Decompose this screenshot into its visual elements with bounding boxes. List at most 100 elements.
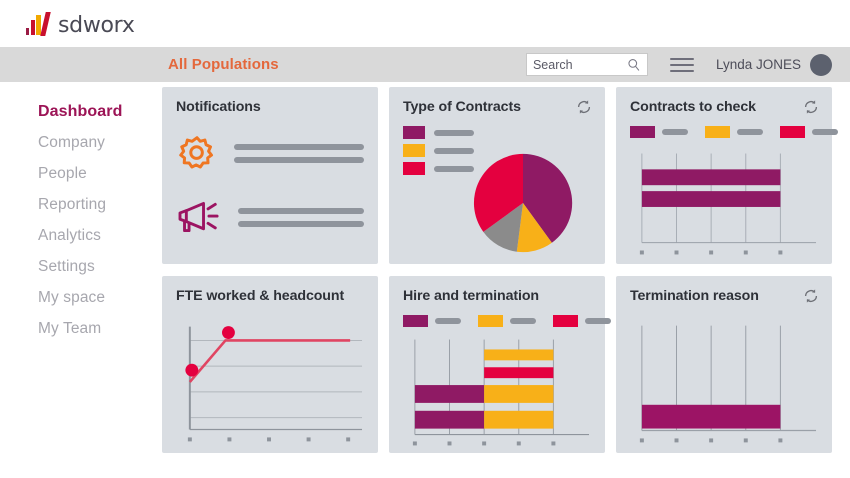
bar-2: [641, 191, 781, 207]
sidebar-item-settings[interactable]: Settings: [38, 257, 95, 275]
hire-termination-bar-chart[interactable]: [403, 333, 591, 451]
legend-item[interactable]: [478, 315, 536, 327]
sidebar-item-company[interactable]: Company: [38, 133, 106, 151]
placeholder-line: [238, 220, 364, 227]
card-title-notifications: Notifications: [176, 99, 261, 115]
contracts-to-check-bar-chart[interactable]: [630, 147, 818, 259]
line-series-fte: [188, 339, 351, 383]
bar-1: [641, 169, 781, 186]
pie-slice-2: [473, 153, 523, 232]
sidebar-item-reporting[interactable]: Reporting: [38, 195, 107, 213]
search-input[interactable]: [532, 57, 625, 72]
card-type-of-contracts[interactable]: Type of Contracts: [389, 87, 605, 264]
bar-legend: [403, 315, 611, 327]
placeholder-line: [510, 318, 536, 324]
legend-item[interactable]: [403, 126, 591, 139]
x-axis-ticks: [412, 441, 556, 446]
termination-reason-bar-chart[interactable]: [630, 321, 818, 449]
pie-chart[interactable]: [469, 149, 577, 257]
logo-text: sdworx: [58, 12, 135, 38]
top-navigation-bar: All Populations Lynda JONES: [0, 47, 850, 82]
card-fte-worked-headcount[interactable]: FTE worked & headcount: [162, 276, 378, 453]
sidebar-item-my-team[interactable]: My Team: [38, 319, 102, 337]
card-title-termination-reason: Termination reason: [630, 288, 759, 304]
bar-row4-series1: [414, 410, 485, 429]
legend-swatch: [780, 126, 805, 138]
pie-legend: [403, 126, 591, 175]
placeholder-line: [434, 129, 474, 136]
card-title-contracts-to-check: Contracts to check: [630, 99, 756, 115]
x-axis-ticks: [187, 437, 351, 442]
bar-legend: [630, 126, 838, 138]
legend-swatch: [403, 126, 425, 139]
card-title-hire-and-termination: Hire and termination: [403, 288, 539, 304]
legend-item[interactable]: [553, 315, 611, 327]
data-point-marker: [222, 326, 235, 339]
pie-slice-4: [516, 203, 552, 253]
legend-swatch: [553, 315, 578, 327]
search-box[interactable]: [525, 53, 648, 76]
refresh-icon[interactable]: [802, 287, 820, 305]
legend-item[interactable]: [403, 315, 461, 327]
sdworx-logo[interactable]: sdworx: [26, 11, 135, 37]
fte-line-chart[interactable]: [176, 318, 364, 448]
data-point-marker: [185, 363, 199, 377]
notification-item[interactable]: [176, 198, 364, 236]
legend-swatch: [403, 162, 425, 175]
placeholder-line: [435, 318, 461, 324]
legend-item[interactable]: [403, 162, 591, 175]
refresh-icon[interactable]: [575, 98, 593, 116]
legend-item[interactable]: [403, 144, 591, 157]
placeholder-line: [737, 129, 763, 135]
legend-item[interactable]: [780, 126, 838, 138]
refresh-icon[interactable]: [802, 98, 820, 116]
legend-swatch: [403, 144, 425, 157]
legend-swatch: [630, 126, 655, 138]
bar-row3-series2: [484, 385, 554, 403]
legend-swatch: [705, 126, 730, 138]
sidebar-navigation: Dashboard Company People Reporting Analy…: [0, 82, 162, 478]
pie-slice-3: [483, 203, 523, 252]
legend-item[interactable]: [705, 126, 763, 138]
card-title-type-of-contracts: Type of Contracts: [403, 99, 521, 115]
card-termination-reason[interactable]: Termination reason: [616, 276, 832, 453]
dashboard-row-1: Notifications: [162, 87, 838, 264]
sidebar-item-my-space[interactable]: My space: [38, 288, 106, 306]
sidebar-item-people[interactable]: People: [38, 164, 87, 182]
card-title-fte-worked-headcount: FTE worked & headcount: [176, 288, 345, 304]
legend-item[interactable]: [630, 126, 688, 138]
notification-text-lines: [238, 207, 364, 227]
sidebar-item-dashboard[interactable]: Dashboard: [38, 102, 123, 120]
card-hire-and-termination[interactable]: Hire and termination: [389, 276, 611, 453]
legend-swatch: [478, 315, 503, 327]
card-notifications[interactable]: Notifications: [162, 87, 378, 264]
placeholder-line: [234, 156, 364, 163]
bar-1: [641, 404, 781, 429]
x-axis-ticks: [639, 438, 783, 443]
megaphone-icon: [176, 198, 222, 236]
bar-row2-series3: [484, 367, 554, 379]
user-avatar-icon[interactable]: [810, 53, 832, 76]
notification-text-lines: [234, 143, 364, 163]
bar-row3-series1: [414, 385, 485, 403]
gear-icon: [176, 132, 218, 174]
hamburger-menu-icon[interactable]: [669, 57, 694, 72]
sidebar-item-analytics[interactable]: Analytics: [38, 226, 101, 244]
user-name-label[interactable]: Lynda JONES: [715, 57, 801, 72]
x-axis-ticks: [639, 250, 783, 255]
legend-swatch: [403, 315, 428, 327]
dashboard-content: Notifications: [162, 82, 850, 478]
notification-item[interactable]: [176, 132, 364, 174]
placeholder-line: [434, 165, 474, 172]
placeholder-line: [238, 207, 364, 214]
search-icon[interactable]: [627, 58, 641, 72]
dashboard-row-2: FTE worked & headcount: [162, 276, 832, 453]
card-contracts-to-check[interactable]: Contracts to check: [616, 87, 838, 264]
all-populations-label[interactable]: All Populations: [168, 56, 279, 73]
logo-bar: sdworx: [0, 0, 850, 47]
placeholder-line: [585, 318, 611, 324]
placeholder-line: [434, 147, 474, 154]
placeholder-line: [234, 143, 364, 150]
sdworx-logo-mark-icon: [26, 11, 56, 37]
